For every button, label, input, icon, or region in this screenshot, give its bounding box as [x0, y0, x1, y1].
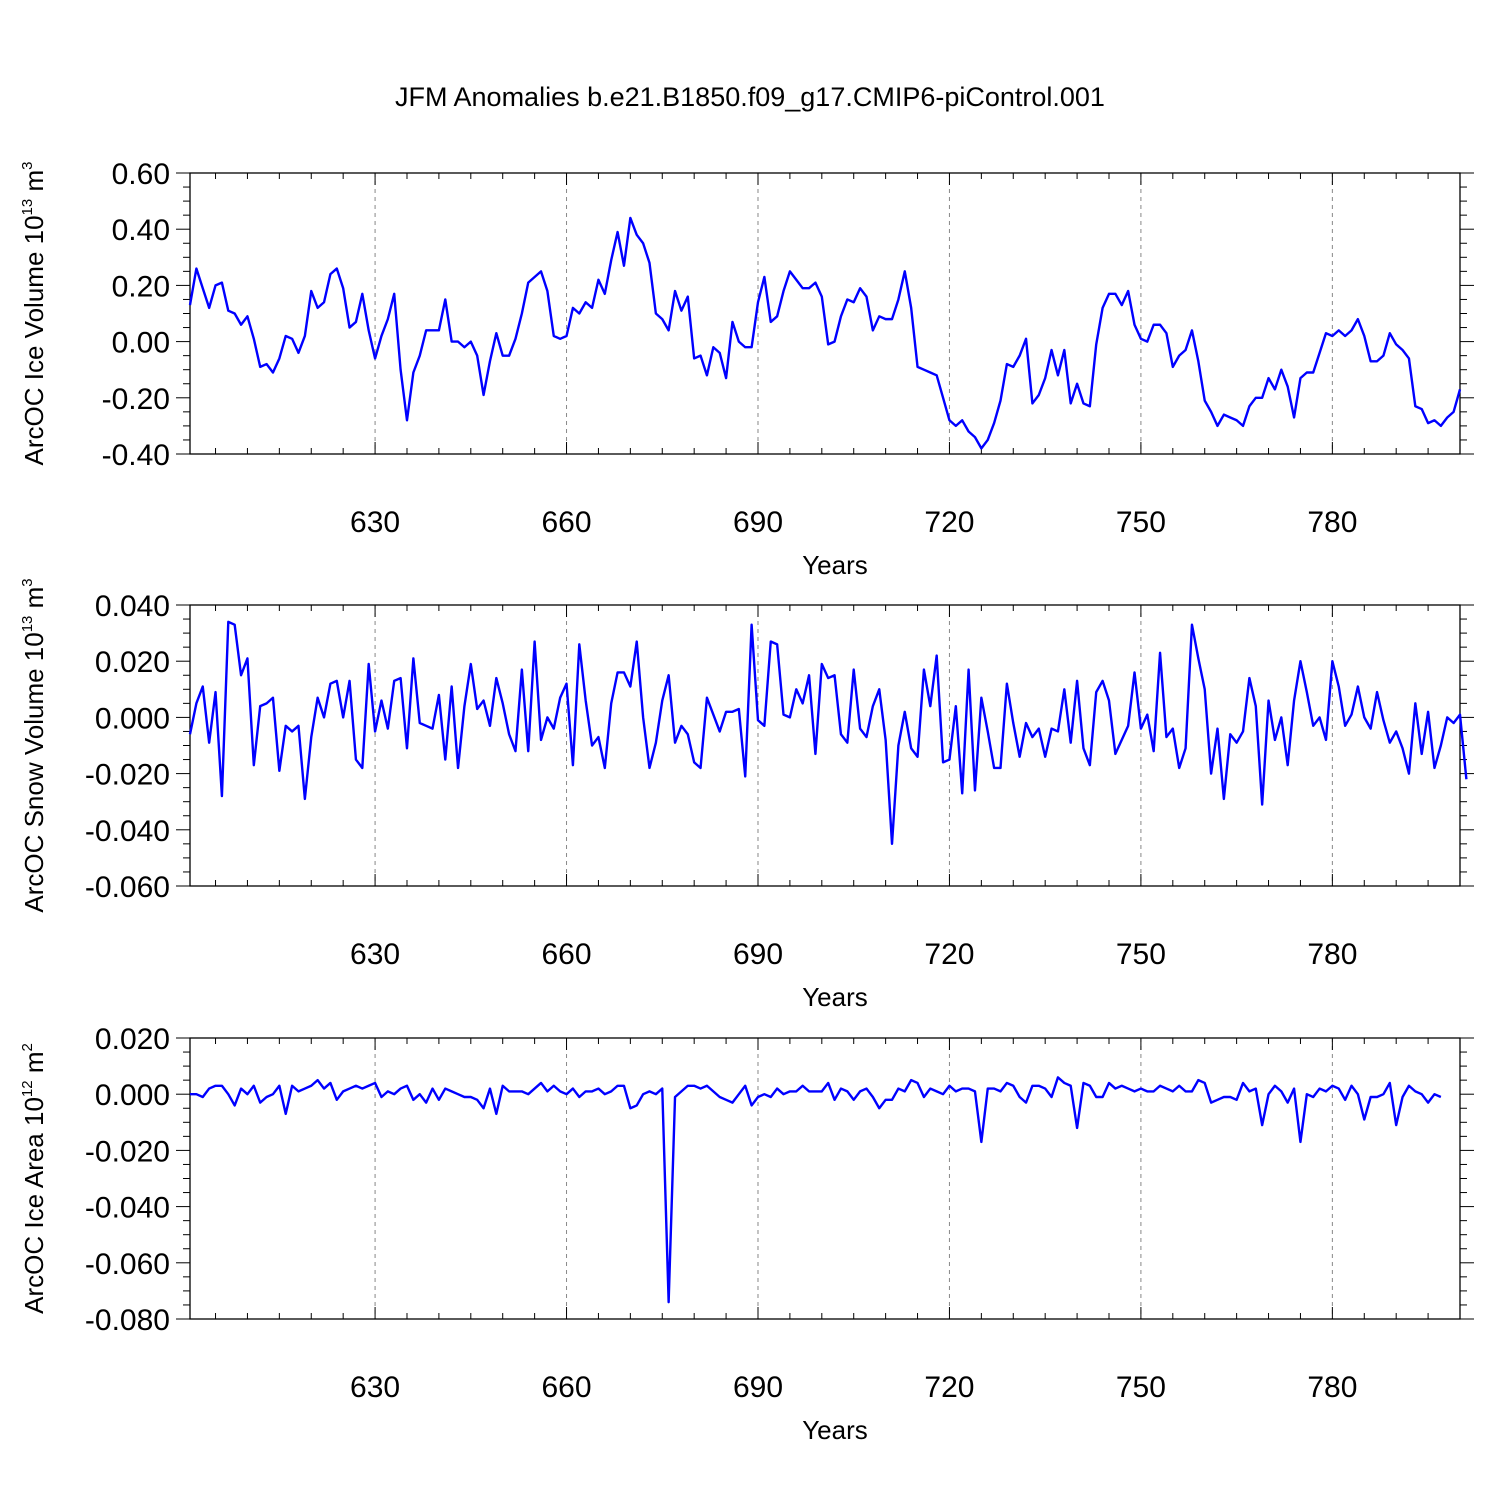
x-axis-label: Years: [802, 982, 868, 1012]
x-tick-label: 780: [1307, 938, 1357, 971]
x-tick-label: 720: [924, 506, 974, 539]
x-tick-label: 750: [1116, 1371, 1166, 1404]
panel-ice-area: 0.020 0.000 -0.020 -0.040 -0.060 -0.080 630 660…: [19, 1023, 1474, 1445]
x-tick-label: 690: [733, 938, 783, 971]
x-tick-label: 630: [350, 938, 400, 971]
series-line-snow-volume: [188, 620, 1468, 846]
x-tick-label: 720: [924, 938, 974, 971]
plot-frame: [189, 172, 1461, 455]
y-tick-label: -0.40: [102, 439, 170, 472]
x-tick-label: 690: [733, 506, 783, 539]
x-tick-label: 690: [733, 1371, 783, 1404]
panel-snow-volume: 0.040 0.020 0.000 -0.020 -0.040 -0.060 630 660 6…: [19, 578, 1474, 1012]
x-axis-label: Years: [802, 550, 868, 580]
y-tick-label: 0.000: [95, 702, 170, 735]
y-tick-label: -0.040: [85, 1192, 170, 1225]
y-tick-label: -0.20: [102, 383, 170, 416]
x-tick-label: 660: [542, 506, 592, 539]
x-tick-label: 780: [1307, 1371, 1357, 1404]
y-tick-label: 0.020: [95, 1023, 170, 1056]
x-tick-label: 660: [542, 1371, 592, 1404]
panel-ice-volume: 0.60 0.40 0.20 0.00 -0.20 -0.40 630 660 690 720 75…: [19, 158, 1474, 580]
x-tick-label: 720: [924, 1371, 974, 1404]
x-axis-label: Years: [802, 1415, 868, 1445]
x-tick-label: 750: [1116, 938, 1166, 971]
x-tick-label: 630: [350, 506, 400, 539]
plot-frame: [189, 604, 1461, 887]
y-tick-label: 0.00: [112, 327, 170, 360]
y-axis-label: ArcOC Snow Volume 1013 m3: [19, 578, 49, 912]
plot-frame: [189, 1037, 1461, 1320]
y-tick-label: 0.040: [95, 590, 170, 623]
y-tick-label: -0.060: [85, 1248, 170, 1281]
figure-title: JFM Anomalies b.e21.B1850.f09_g17.CMIP6-…: [395, 82, 1105, 112]
panels: 0.60 0.40 0.20 0.00 -0.20 -0.40 630 660 690 720 75…: [19, 158, 1474, 1445]
y-axis-label: ArcOC Ice Volume 1013 m3: [19, 162, 49, 466]
x-tick-label: 660: [542, 938, 592, 971]
y-tick-label: -0.020: [85, 1135, 170, 1168]
y-tick-label: 0.020: [95, 646, 170, 679]
y-tick-label: 0.60: [112, 158, 170, 191]
x-tick-label: 630: [350, 1371, 400, 1404]
y-axis-label: ArcOC Ice Area 1012 m2: [19, 1043, 49, 1314]
y-tick-label: 0.000: [95, 1079, 170, 1112]
y-tick-label: 0.20: [112, 270, 170, 303]
y-tick-label: -0.060: [85, 871, 170, 904]
series-line-ice-area: [190, 1076, 1442, 1304]
y-tick-label: -0.040: [85, 815, 170, 848]
x-tick-label: 780: [1307, 506, 1357, 539]
y-tick-label: -0.020: [85, 759, 170, 792]
series-line-ice-volume: [188, 216, 1462, 450]
x-tick-label: 750: [1116, 506, 1166, 539]
y-tick-label: -0.080: [85, 1304, 170, 1337]
y-tick-label: 0.40: [112, 214, 170, 247]
